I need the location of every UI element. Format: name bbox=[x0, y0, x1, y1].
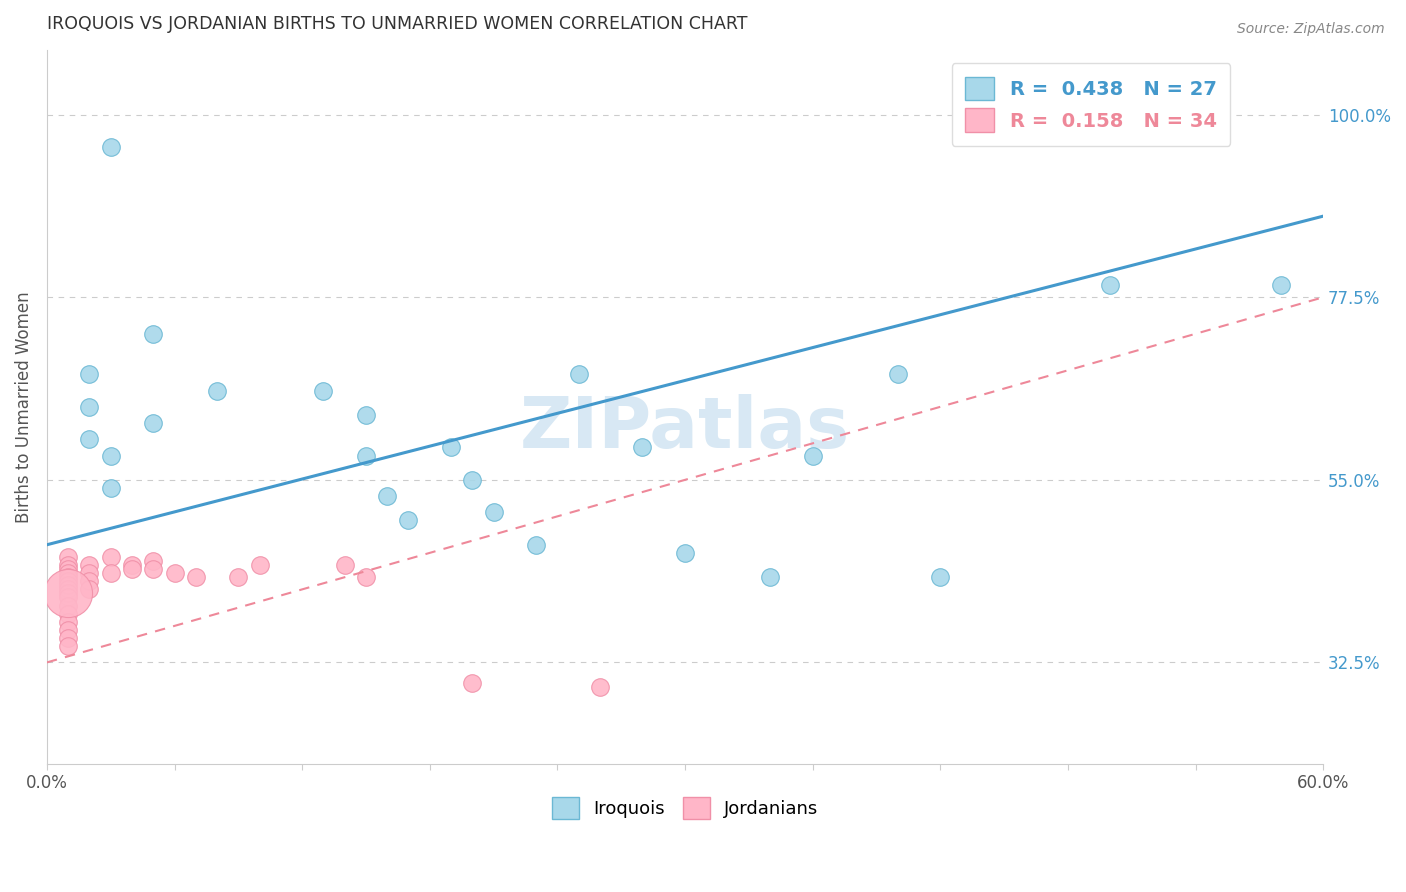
Point bbox=[249, 558, 271, 572]
Point bbox=[56, 574, 79, 589]
Point bbox=[461, 473, 484, 487]
Point bbox=[333, 558, 356, 572]
Point bbox=[79, 582, 101, 597]
Point bbox=[56, 558, 79, 572]
Point bbox=[375, 489, 398, 503]
Point bbox=[461, 675, 484, 690]
Point bbox=[100, 449, 122, 463]
Text: ZIPatlas: ZIPatlas bbox=[520, 393, 851, 463]
Point bbox=[56, 623, 79, 637]
Point bbox=[1270, 278, 1292, 293]
Point bbox=[440, 441, 463, 455]
Point bbox=[56, 607, 79, 621]
Text: Source: ZipAtlas.com: Source: ZipAtlas.com bbox=[1237, 22, 1385, 37]
Point bbox=[929, 570, 952, 584]
Point bbox=[56, 562, 79, 576]
Point bbox=[100, 481, 122, 495]
Point bbox=[56, 615, 79, 629]
Point bbox=[56, 549, 79, 564]
Point bbox=[100, 566, 122, 581]
Point bbox=[482, 505, 505, 519]
Point bbox=[354, 449, 377, 463]
Point bbox=[312, 384, 335, 398]
Point bbox=[801, 449, 824, 463]
Point bbox=[142, 326, 165, 341]
Point bbox=[398, 513, 420, 527]
Legend: Iroquois, Jordanians: Iroquois, Jordanians bbox=[544, 789, 825, 826]
Point bbox=[631, 441, 654, 455]
Point bbox=[56, 599, 79, 613]
Point bbox=[568, 368, 591, 382]
Y-axis label: Births to Unmarried Women: Births to Unmarried Women bbox=[15, 291, 32, 523]
Point bbox=[100, 549, 122, 564]
Point bbox=[163, 566, 186, 581]
Text: IROQUOIS VS JORDANIAN BIRTHS TO UNMARRIED WOMEN CORRELATION CHART: IROQUOIS VS JORDANIAN BIRTHS TO UNMARRIE… bbox=[46, 15, 748, 33]
Point bbox=[228, 570, 250, 584]
Point bbox=[79, 566, 101, 581]
Point bbox=[56, 631, 79, 645]
Point bbox=[142, 562, 165, 576]
Point bbox=[56, 570, 79, 584]
Point bbox=[759, 570, 782, 584]
Point bbox=[354, 570, 377, 584]
Point bbox=[79, 400, 101, 414]
Point bbox=[100, 140, 122, 154]
Point bbox=[79, 432, 101, 446]
Point bbox=[589, 680, 612, 694]
Point bbox=[56, 639, 79, 653]
Point bbox=[79, 574, 101, 589]
Point bbox=[56, 578, 79, 592]
Point bbox=[524, 538, 547, 552]
Point bbox=[56, 586, 79, 600]
Point bbox=[1099, 278, 1122, 293]
Point bbox=[79, 558, 101, 572]
Point bbox=[184, 570, 207, 584]
Point bbox=[56, 582, 79, 597]
Point bbox=[205, 384, 228, 398]
Point bbox=[142, 554, 165, 568]
Point bbox=[142, 416, 165, 430]
Point bbox=[886, 368, 908, 382]
Point bbox=[673, 546, 696, 560]
Point bbox=[56, 586, 79, 600]
Point bbox=[354, 408, 377, 422]
Point bbox=[121, 558, 143, 572]
Point bbox=[79, 368, 101, 382]
Point bbox=[56, 591, 79, 605]
Point bbox=[56, 566, 79, 581]
Point bbox=[121, 562, 143, 576]
